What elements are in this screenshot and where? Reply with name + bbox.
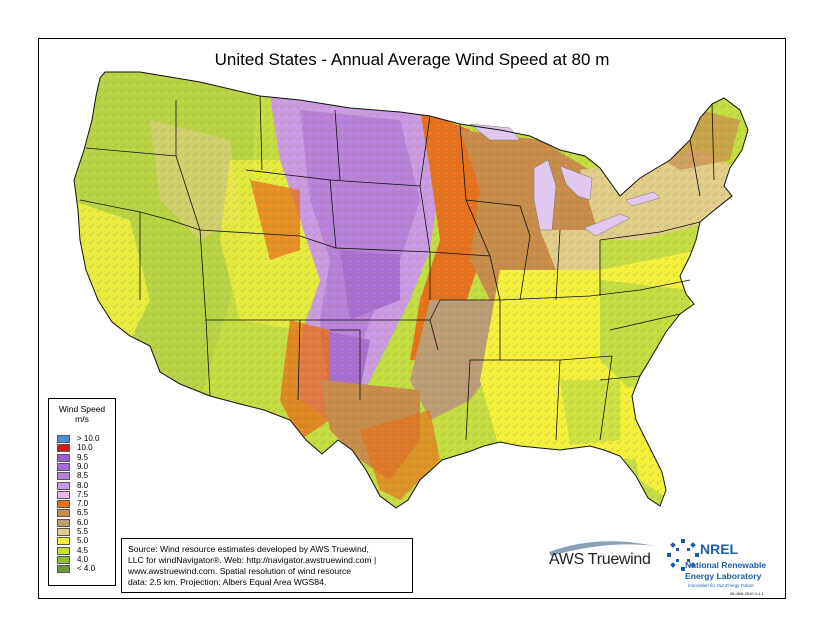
wind-zones — [74, 72, 748, 508]
nrel-name-line1: National Renewable — [685, 560, 767, 570]
legend-swatch — [57, 490, 70, 499]
legend-label: 10.0 — [77, 443, 93, 453]
legend-swatch — [57, 555, 70, 564]
legend-swatch — [57, 500, 70, 509]
legend-swatch — [57, 537, 70, 546]
legend-swatch — [57, 528, 70, 536]
us-outline — [73, 71, 749, 509]
legend-swatch — [57, 435, 70, 443]
legend-label: 5.5 — [77, 527, 89, 536]
legend-label: 8.5 — [77, 471, 89, 481]
legend-label: 7.5 — [77, 489, 89, 499]
source-line: Source: Wind resource estimates develope… — [128, 544, 369, 554]
legend-label: 7.0 — [77, 499, 89, 509]
legend-label: 4.5 — [77, 545, 89, 555]
legend-label: 6.5 — [77, 508, 89, 518]
source-line: www.awstruewind.com. Spatial resolution … — [128, 566, 352, 576]
legend-swatch — [57, 565, 70, 574]
date-stamp: 28-JAN-2010 4.1.1 — [730, 591, 764, 596]
legend-swatch — [57, 462, 70, 471]
legend-swatch — [57, 518, 70, 527]
legend-label: < 4.0 — [77, 564, 96, 574]
source-note: Source: Wind resource estimates develope… — [121, 538, 413, 593]
source-line: data: 2.5 km. Projection: Albers Equal A… — [128, 577, 327, 587]
nrel-logo-text: NREL — [700, 541, 739, 557]
legend-label: 9.0 — [77, 461, 89, 471]
legend-label: 5.0 — [77, 536, 89, 546]
legend-unit: m/s — [75, 414, 89, 424]
aws-truewind-logo: AWS Truewind — [549, 551, 651, 568]
legend-swatch — [57, 509, 70, 518]
legend-swatch — [57, 481, 70, 490]
legend-label: 8.0 — [77, 480, 89, 490]
nrel-name-line2: Energy Laboratory — [685, 571, 762, 581]
legend-label: > 10.0 — [77, 434, 100, 443]
great-lakes — [469, 123, 661, 237]
map-title: United States - Annual Average Wind Spee… — [214, 50, 610, 69]
nrel-sunburst-icon — [667, 539, 699, 571]
state-borders — [79, 95, 715, 441]
aws-truewind-swoosh-icon — [549, 541, 655, 556]
legend-label: 6.0 — [77, 517, 89, 527]
legend-swatch — [57, 546, 70, 555]
legend-swatch — [57, 453, 70, 462]
legend-label: 9.5 — [77, 452, 89, 462]
legend-label: 4.0 — [77, 554, 89, 564]
legend: Wind Speed m/s > 10.0 10.0 9.5 9.0 8.5 8.0 7.5… — [48, 398, 116, 586]
legend-swatch — [57, 444, 70, 453]
nrel-tagline: Innovation for Our Energy Future — [688, 583, 754, 588]
source-line: LLC for windNavigator®. Web: http://navi… — [128, 555, 377, 565]
legend-swatch — [57, 472, 70, 481]
legend-title: Wind Speed — [58, 404, 106, 414]
